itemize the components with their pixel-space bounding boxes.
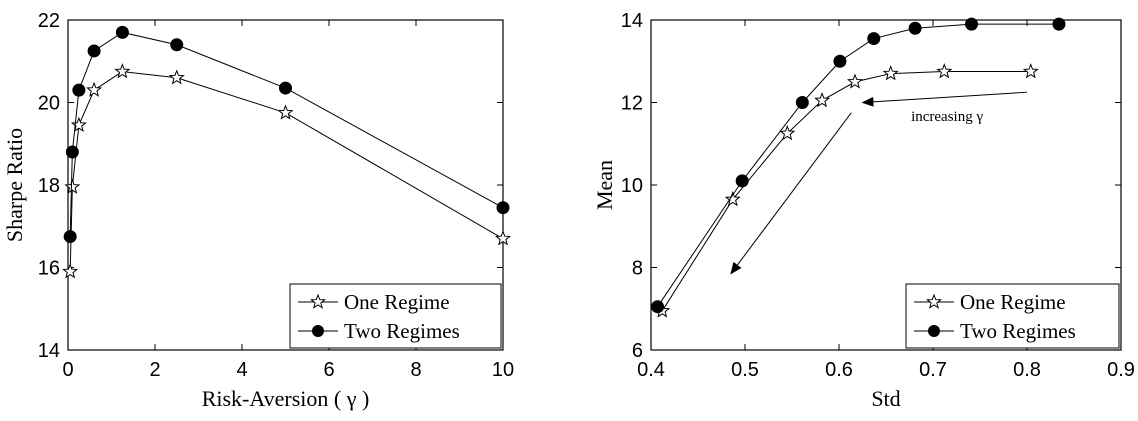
series-point-circle [965,17,979,31]
y-axis-label: Sharpe Ratio [2,128,27,242]
series-point-star [495,230,511,246]
chart-2: 0.4 0.5 0.6 0.7 0.8 0.9 6 8 10 12 14 Std Mean increas… [592,10,1135,411]
series-line-2 [69,31,504,237]
series-point-circle [65,145,79,159]
series-point-circle [1052,17,1066,31]
legend-label: Two Regimes [344,319,460,343]
series-line-2 [657,23,1059,307]
series-point-star [779,125,796,141]
x-tick-label: 8 [410,359,421,381]
legend-box [905,283,1120,349]
series-point-star [936,63,953,79]
legend-label: Two Regimes [960,319,1076,343]
y-tick-label: 12 [621,93,643,115]
series-point-star [114,63,131,79]
series-point-star [882,65,899,81]
annotation-text: increasing γ [911,109,983,125]
y-tick-label: 10 [621,175,643,197]
y-tick-label: 16 [38,258,60,280]
x-axis-label: Std [871,386,900,411]
series-point-circle [735,174,749,188]
series-point-star [86,81,103,97]
series-point-circle [908,21,922,35]
series-point-circle [279,81,292,95]
series-point-star [814,92,831,108]
x-tick-label: 4 [236,359,247,381]
y-tick-label: 14 [38,340,60,362]
series-point-star [277,104,294,120]
legend-marker-circle [312,325,324,337]
x-axis-label: Risk-Aversion ( γ ) [202,386,370,411]
x-tick-label: 0.4 [637,359,665,381]
legend-marker-star [926,293,942,309]
annotation-arrow [730,112,852,275]
legend-box [289,283,502,349]
series-point-circle [170,38,184,52]
series-point-star [724,191,741,207]
series-point-circle [867,32,881,46]
series-point-circle [87,44,101,58]
series-point-star [168,69,185,85]
legend-marker-circle [928,325,940,337]
series-point-circle [72,83,86,97]
x-tick-label: 0.8 [1013,359,1041,381]
series-point-star [846,73,863,89]
x-tick-label: 6 [323,359,334,381]
chart-1: 0 2 4 6 8 10 14 16 18 20 22 Risk-Aversion ( γ ) Shar… [2,10,514,411]
series-point-star [64,178,81,194]
y-tick-label: 6 [632,340,643,362]
legend-label: One Regime [344,290,450,314]
series-point-circle [833,54,847,68]
series-point-star [62,263,79,279]
series-point-star [1022,63,1039,79]
series-point-star [70,116,87,132]
y-tick-label: 14 [621,10,643,32]
x-tick-label: 0 [62,359,73,381]
x-tick-label: 0.6 [825,359,853,381]
y-tick-label: 18 [38,175,60,197]
y-tick-label: 22 [38,10,60,32]
x-tick-label: 0.9 [1107,359,1135,381]
series-point-circle [115,25,129,39]
series-point-circle [63,230,77,244]
legend: One Regime Two Regimes [289,283,502,349]
legend-marker-star [310,293,326,309]
y-axis-label: Mean [592,160,617,210]
y-tick-label: 8 [632,258,643,280]
annotation-arrow [861,91,1028,107]
x-tick-label: 0.7 [919,359,947,381]
series-point-circle [795,96,809,109]
x-tick-label: 0.5 [731,359,759,381]
series-line-1 [661,71,1031,312]
x-tick-label: 2 [149,359,160,381]
series-point-circle [496,201,510,215]
series-point-circle [651,300,665,314]
x-tick-label: 10 [492,359,514,381]
series-line-1 [69,71,504,272]
legend-label: One Regime [960,290,1066,314]
legend: One Regime Two Regimes [905,283,1120,349]
y-tick-label: 20 [38,93,60,115]
